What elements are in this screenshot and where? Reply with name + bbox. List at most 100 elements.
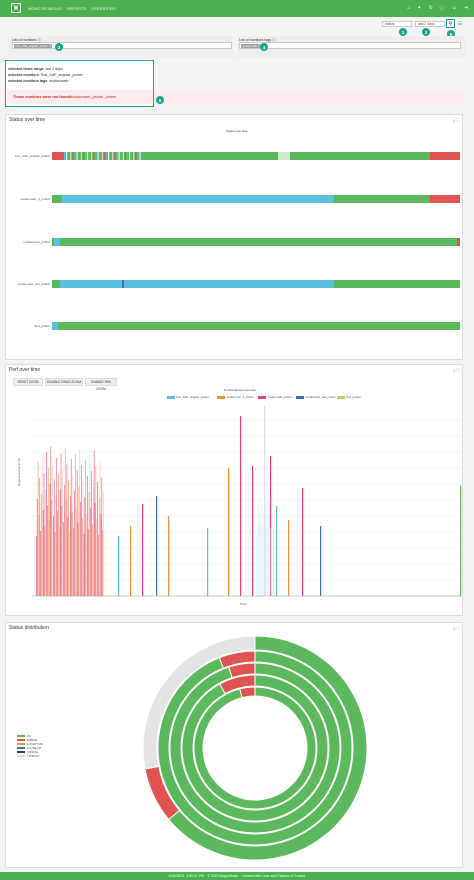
breadcrumb: MONITOR NEXUS REPORTS OPERATORS [28,6,120,11]
perf-bar [80,502,81,596]
footer: 8/15/2023, 3:50:01 PM · © 2023 MoguStudi… [0,872,474,880]
pan-zoom-button[interactable]: ENABLE PAN ZOOM [85,378,117,391]
status-row-label: Test_SAP_angular_prober [14,154,50,158]
perf-bar [261,498,262,596]
status-chart[interactable] [52,136,460,346]
perf-bar [41,494,42,596]
perf-bar [240,416,242,596]
reset-zoom-button[interactable]: RESET ZOOM [13,378,43,386]
legend-item[interactable]: modacnweb_ssa_prober [296,395,336,399]
breadcrumb-item[interactable]: REPORTS [66,6,87,11]
status-row-label: modacnweb_ssa_prober [17,282,50,286]
perf-bar [266,500,268,596]
dist-legend-item[interactable]: EXCEPTION [17,742,43,746]
tags-input[interactable] [239,42,461,49]
perf-bar [43,473,45,596]
perf-bar [74,491,75,596]
perf-bar [56,458,58,596]
monitors-info: selected monitors: Test_SAP_angular_prob… [8,73,83,77]
perf-bar [263,512,264,596]
perf-bar [42,510,44,596]
dist-segment [169,662,341,834]
perf-bar [70,459,72,596]
status-bar [52,195,460,203]
dist-segment [142,635,256,770]
dist-legend-item[interactable]: ERROR [17,738,37,742]
dist-panel-title: Status distribution [9,625,49,631]
perf-bar [92,524,93,596]
legend-item[interactable]: modacnweb_prober [258,395,292,399]
perf-chart[interactable] [32,400,462,600]
settings-icon[interactable]: ✦ [417,5,422,11]
perf-bar [89,455,91,596]
perf-bar [82,481,84,596]
breadcrumb-item[interactable]: MONITOR NEXUS [28,6,62,11]
status-bar [129,152,131,160]
home-icon[interactable]: ⌂ [407,5,411,11]
search-icon[interactable]: ⚲ [446,19,455,28]
status-bar [52,280,60,288]
monitor-chip[interactable]: Test_SAP_angular_prober ✕ [14,43,52,48]
dist-legend-item[interactable]: TIMEOUT [17,754,40,758]
status-bar [430,195,460,203]
legend-item[interactable]: Test_prober [337,395,361,399]
perf-bar [67,517,69,596]
panel-tools-icon[interactable]: ⤓ ⛶ [453,367,459,372]
status-bar [52,152,64,160]
badge-5: 5 [447,30,455,38]
info-icon[interactable]: ⓘ [439,6,445,12]
perf-bar [273,529,274,596]
legend-item[interactable]: Test_SAP_angular_prober [167,395,209,399]
perf-bar [252,466,254,596]
panel-tools-icon[interactable]: ⤓ ⛶ [453,117,459,122]
status-panel-title: Status over time [9,117,46,123]
panel-tools-icon[interactable]: ⤓ ⛶ [453,625,459,630]
perf-bar [78,486,80,596]
breadcrumb-item[interactable]: OPERATORS [91,6,116,11]
status-bar [74,152,76,160]
dist-segment [239,686,256,699]
perf-bar [156,496,158,596]
perf-bar [259,524,261,596]
perf-bar [62,469,64,596]
legend-item[interactable]: modacnweb_3_prober [217,395,254,399]
perf-bar [96,519,98,596]
monitors-input[interactable] [12,42,232,49]
perf-bar [92,487,94,596]
status-bar [133,152,135,160]
perf-bar [320,526,322,596]
dist-legend-item[interactable]: CONFIG [17,750,38,754]
status-bar [278,152,290,160]
status-bar [52,322,460,330]
range-select[interactable]: last 2 days [415,21,445,27]
tag-chip[interactable]: modacnweb ✕ [241,43,262,48]
monitors-label: List of monitors ⓘ [12,38,41,42]
perf-bar [118,536,120,596]
menu-icon[interactable]: ☰ [458,21,463,27]
drag-zoom-button[interactable]: DISABLE DRAG ZOOM [45,378,83,386]
logout-icon[interactable]: ⇥ [463,5,468,11]
perf-bar [84,497,86,596]
reload-icon[interactable]: ↻ [428,5,433,11]
dist-chart[interactable] [140,630,370,860]
perf-bar [86,513,87,596]
perf-bar [87,476,88,596]
perf-bar [260,511,262,596]
status-chart-title: Status over time [226,129,248,133]
status-select[interactable]: status [382,21,412,27]
status-bar [122,152,124,160]
status-bar [116,152,118,160]
user-icon[interactable]: ☺ [451,5,457,11]
perf-bar [98,535,99,596]
perf-bar [100,514,102,596]
perf-bar [99,461,101,596]
badge-2: 2 [422,28,430,36]
perf-bar [52,463,53,596]
status-row-label: modacnweb_3_prober [20,197,50,201]
app-logo[interactable]: ▣ [11,3,21,13]
perf-bar [70,496,71,596]
dist-legend-item[interactable]: OK [17,734,31,738]
perf-bar [267,527,269,596]
dist-legend-item[interactable]: CLOSE-UP [17,746,41,750]
perf-bar [57,511,58,596]
